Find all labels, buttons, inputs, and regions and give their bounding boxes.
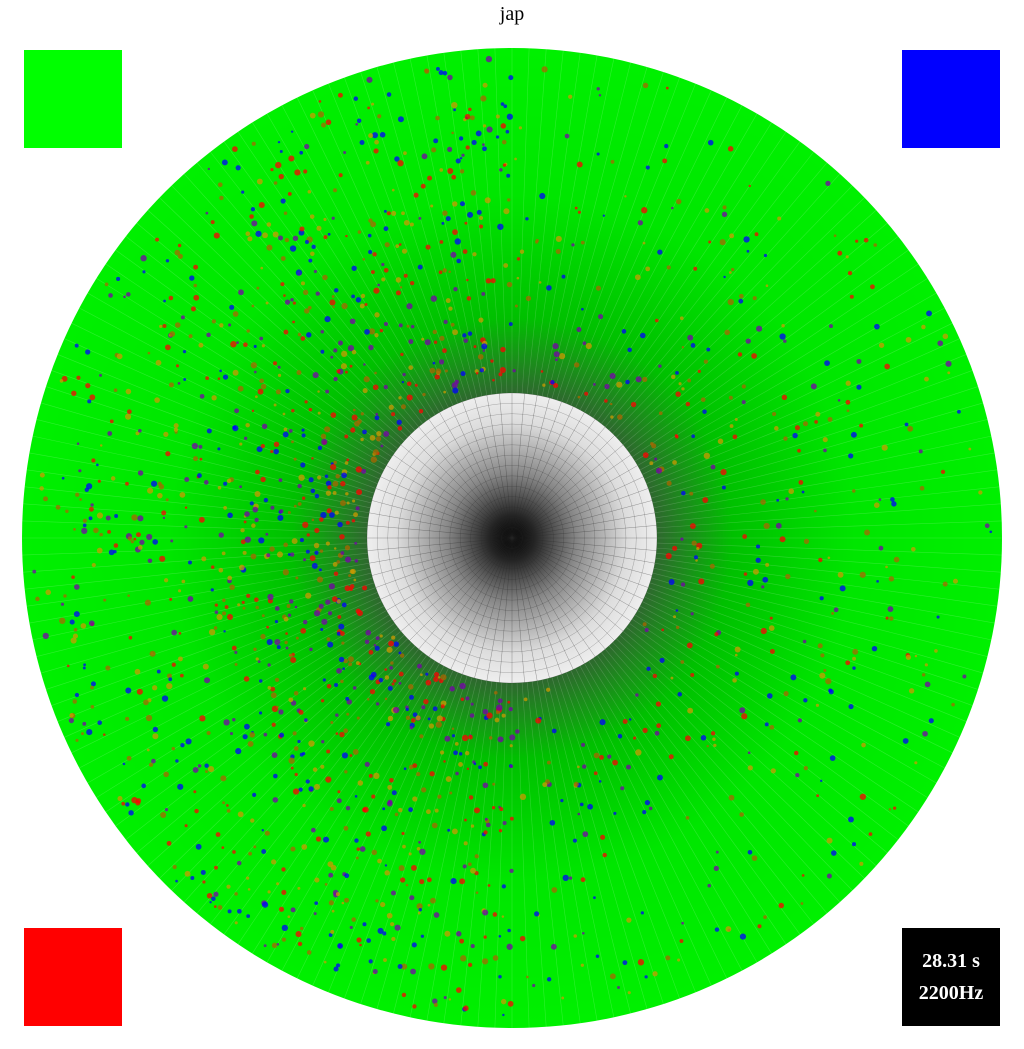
info-box: 28.31 s 2200Hz xyxy=(902,928,1000,1026)
green-swatch xyxy=(24,50,122,148)
polar-spectrogram xyxy=(20,46,1004,1030)
red-swatch xyxy=(24,928,122,1026)
spectrum-specks xyxy=(32,55,993,1017)
center-disc xyxy=(367,393,657,683)
blue-swatch xyxy=(902,50,1000,148)
time-readout: 28.31 s xyxy=(922,950,980,972)
center-grid xyxy=(366,392,658,684)
frequency-readout: 2200Hz xyxy=(918,982,984,1004)
title: jap xyxy=(499,3,525,25)
